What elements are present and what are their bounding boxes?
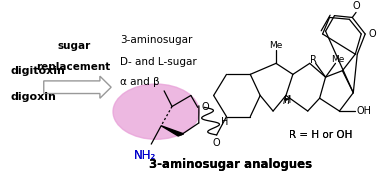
Text: replacement: replacement <box>37 62 111 72</box>
Polygon shape <box>161 126 184 136</box>
Text: H: H <box>221 117 228 127</box>
Text: digitoxin: digitoxin <box>10 66 65 76</box>
Text: OH: OH <box>356 106 371 116</box>
Text: NH₂: NH₂ <box>134 149 156 162</box>
Text: Me: Me <box>270 41 283 50</box>
Text: 3-aminosugar analogues: 3-aminosugar analogues <box>149 158 313 171</box>
Text: NH₂: NH₂ <box>134 149 156 162</box>
Text: R: R <box>310 55 317 65</box>
Text: 3-aminosugar: 3-aminosugar <box>120 35 192 45</box>
FancyArrow shape <box>44 76 111 98</box>
Text: Me: Me <box>331 55 344 64</box>
Text: R = H or OH: R = H or OH <box>289 130 353 140</box>
Ellipse shape <box>113 84 199 139</box>
Text: digoxin: digoxin <box>10 92 56 102</box>
Text: α and β: α and β <box>120 77 160 88</box>
Text: sugar: sugar <box>57 41 90 51</box>
Text: H: H <box>282 96 290 106</box>
Text: O: O <box>213 138 220 148</box>
Text: Ḣ: Ḣ <box>284 95 291 105</box>
Text: D- and L-sugar: D- and L-sugar <box>120 57 197 67</box>
Text: R = H or OH: R = H or OH <box>289 130 353 140</box>
Text: O: O <box>368 29 376 39</box>
Text: 3-aminosugar analogues: 3-aminosugar analogues <box>149 158 313 171</box>
Text: O: O <box>202 102 209 112</box>
Text: O: O <box>352 1 360 11</box>
